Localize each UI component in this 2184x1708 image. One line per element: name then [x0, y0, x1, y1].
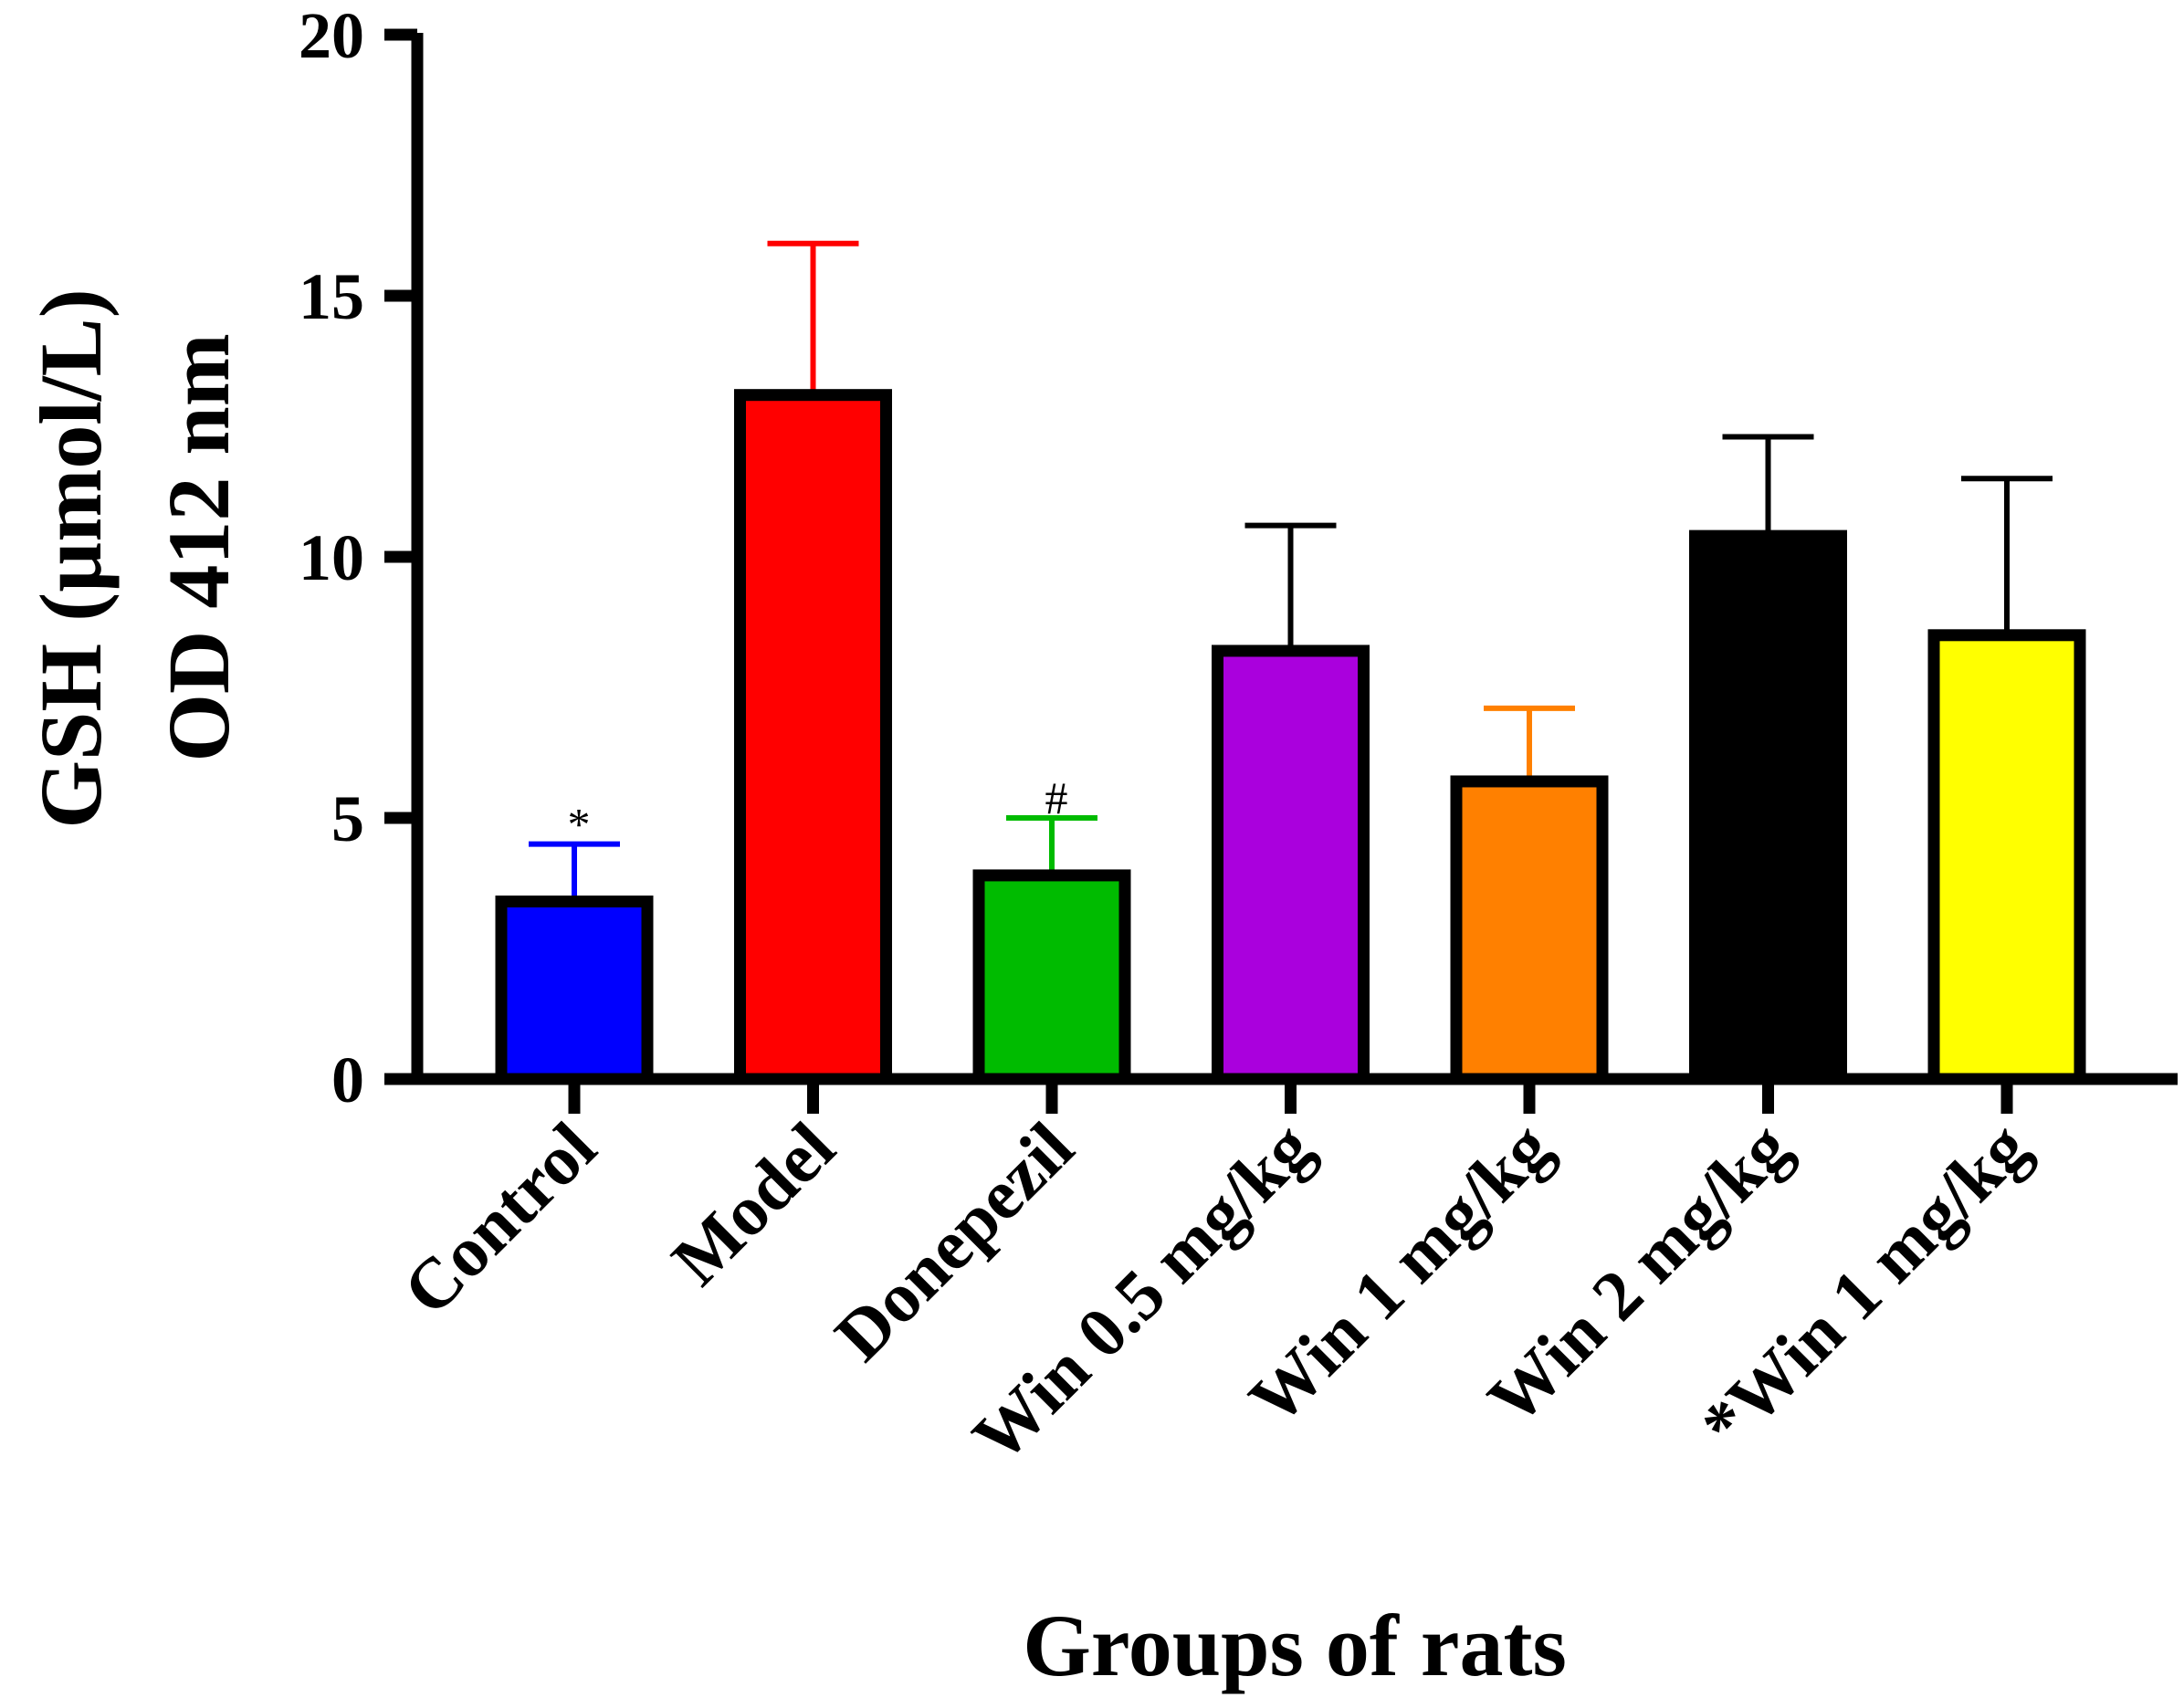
bar [972, 869, 1131, 1085]
significance-annotation: # [1045, 772, 1068, 823]
significance-annotation: * [568, 799, 591, 850]
y-tick-label: 0 [331, 1043, 364, 1116]
y-axis-title-line-2: OD 412 nm [150, 333, 247, 761]
x-tick-label: Control [388, 1107, 611, 1330]
bar [1450, 775, 1609, 1085]
y-axis-title: GSH (µmol/L) OD 412 nm [22, 267, 247, 828]
y-tick-label: 5 [331, 782, 364, 855]
y-tick-label: 15 [299, 260, 364, 333]
x-axis-title: Groups of rats [1023, 1597, 1567, 1694]
bar [1689, 529, 1847, 1085]
x-tick-label: Model [656, 1107, 850, 1301]
bar [1212, 644, 1370, 1085]
y-axis: 0 5 10 15 20 [299, 0, 424, 1116]
bar [1927, 629, 2086, 1085]
bar [734, 389, 892, 1085]
y-tick-label: 10 [299, 521, 364, 594]
y-axis-title-line-1: GSH (µmol/L) [22, 288, 120, 828]
bars: *# [495, 240, 2086, 1085]
bar [495, 896, 654, 1085]
y-tick-label: 20 [299, 0, 364, 72]
